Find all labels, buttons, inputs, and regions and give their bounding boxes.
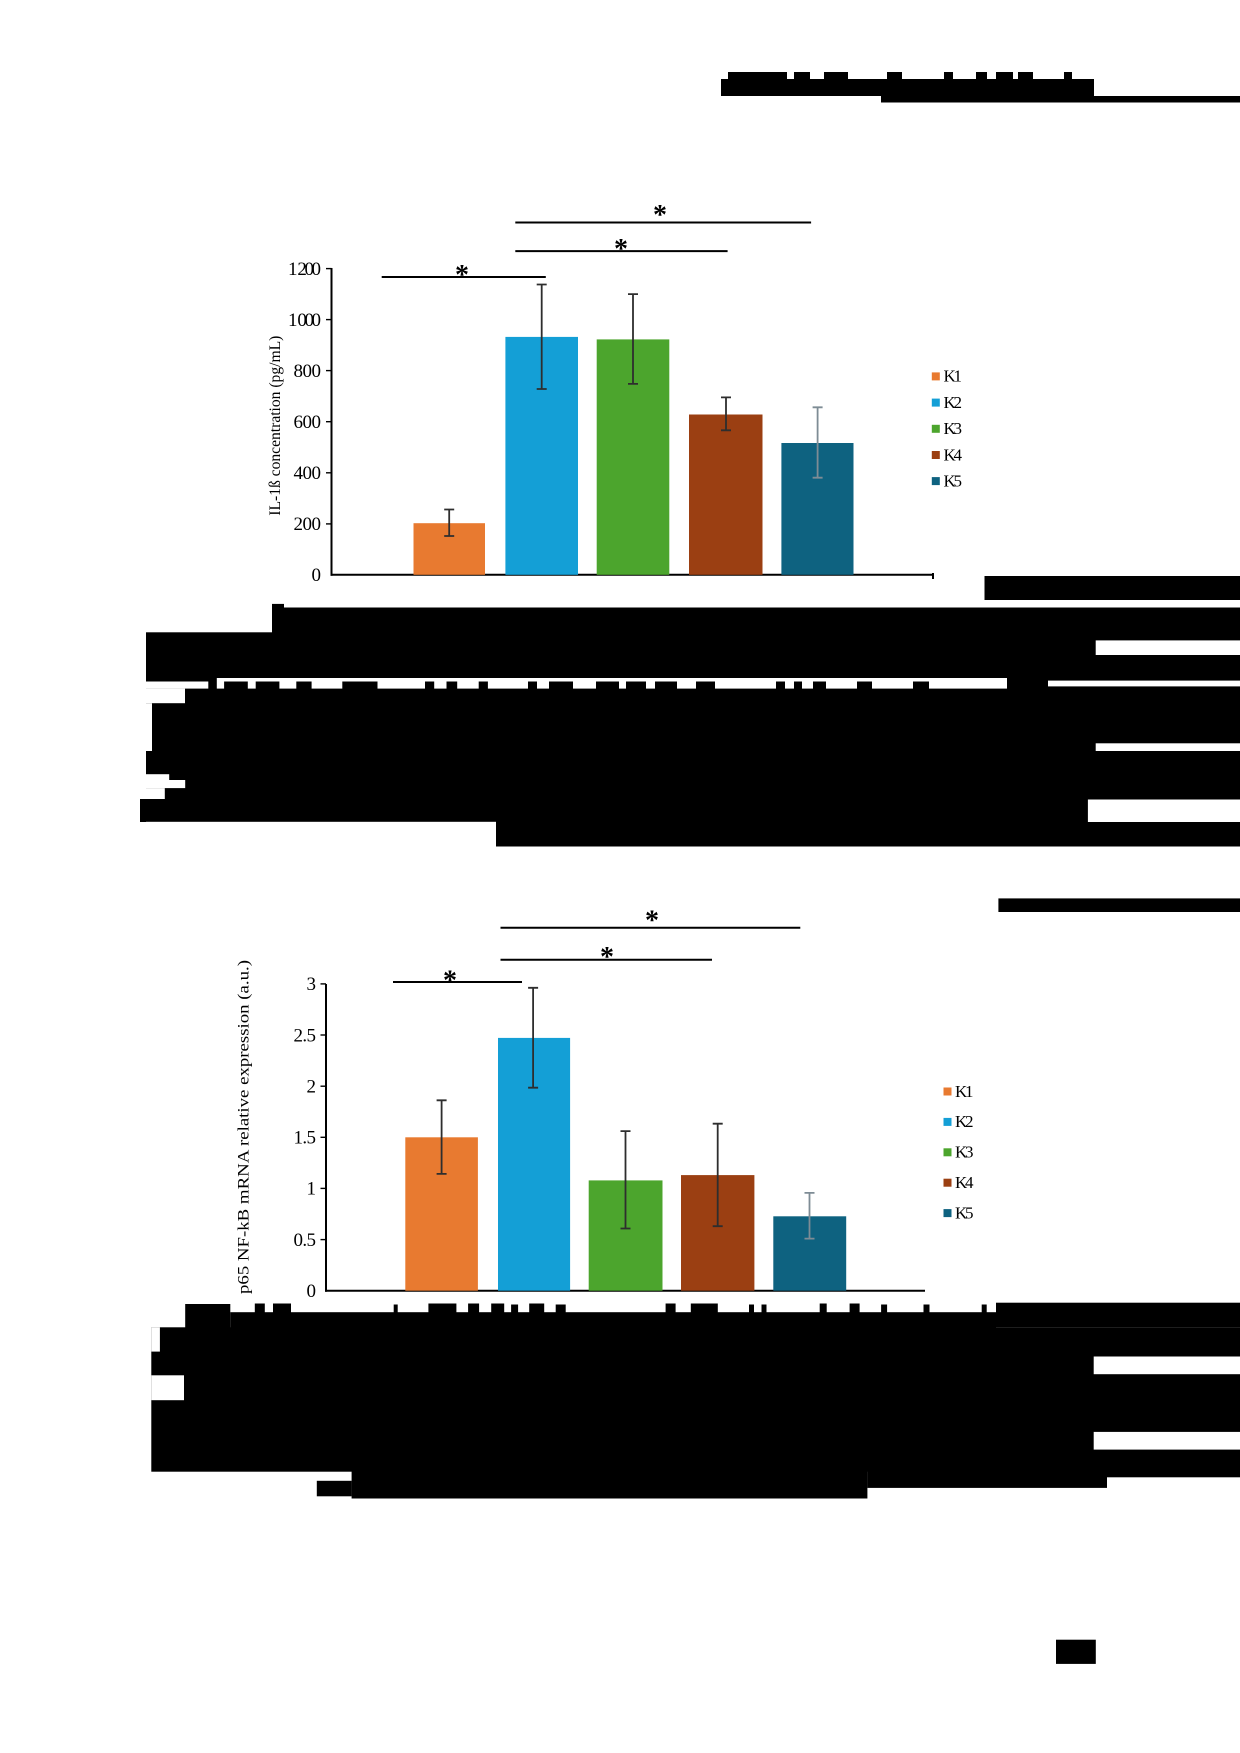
- svg-text:K4: K4: [955, 1173, 974, 1192]
- svg-text:K3: K3: [944, 419, 963, 438]
- svg-text:*: *: [443, 965, 457, 996]
- svg-text:*: *: [455, 260, 469, 291]
- svg-text:2: 2: [307, 1077, 317, 1098]
- svg-text:0: 0: [307, 1281, 317, 1302]
- svg-text:400: 400: [294, 463, 322, 484]
- svg-text:K3: K3: [955, 1143, 974, 1162]
- svg-text:K2: K2: [955, 1112, 974, 1131]
- svg-text:*: *: [614, 234, 628, 265]
- svg-text:IL-1ß concentration (pg/mL): IL-1ß concentration (pg/mL): [267, 336, 284, 516]
- svg-text:200: 200: [294, 514, 322, 535]
- svg-text:K1: K1: [944, 367, 963, 386]
- svg-text:K2: K2: [944, 393, 963, 412]
- svg-text:0.5: 0.5: [294, 1230, 317, 1251]
- svg-text:800: 800: [294, 361, 322, 382]
- svg-text:*: *: [600, 942, 614, 973]
- svg-text:K4: K4: [944, 445, 963, 464]
- svg-text:0: 0: [312, 565, 322, 586]
- svg-text:1 000: 1 000: [288, 310, 321, 331]
- svg-text:1: 1: [307, 1179, 317, 1200]
- svg-text:K1: K1: [955, 1082, 974, 1101]
- svg-text:K5: K5: [955, 1203, 974, 1222]
- svg-text:p65 NF-kB mRNA relative expres: p65 NF-kB mRNA relative expression (a.u.…: [236, 960, 253, 1294]
- svg-text:1.5: 1.5: [294, 1128, 317, 1149]
- svg-text:*: *: [653, 200, 667, 231]
- svg-text:1 200: 1 200: [288, 259, 321, 280]
- svg-text:2.5: 2.5: [294, 1025, 317, 1046]
- svg-text:3: 3: [307, 974, 317, 995]
- svg-text:600: 600: [294, 412, 322, 433]
- svg-text:*: *: [645, 905, 659, 936]
- svg-text:K5: K5: [944, 471, 963, 490]
